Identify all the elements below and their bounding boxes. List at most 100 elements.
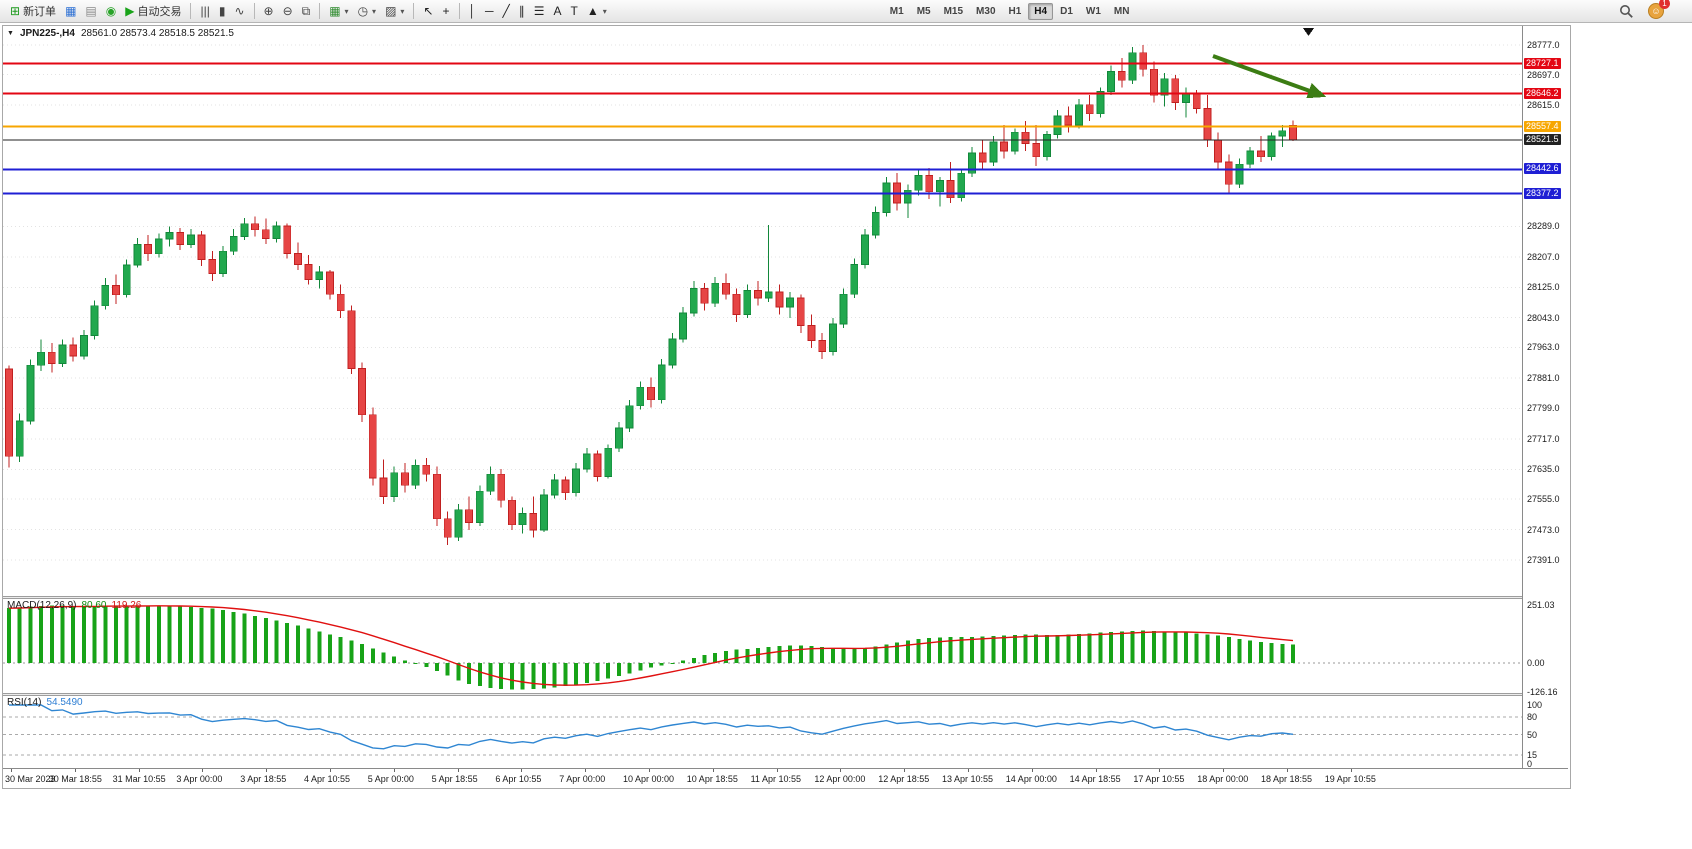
shapes-button[interactable]: ▲ ▾	[583, 1, 611, 22]
main-price-chart[interactable]	[3, 26, 1522, 596]
time-axis[interactable]: 30 Mar 2023 30 Mar 18:55 31 Mar 10:55 3 Apr…	[3, 768, 1568, 788]
trendline-button[interactable]: ╱	[499, 1, 514, 22]
channel-button[interactable]: ∥	[515, 1, 529, 22]
timeframe-button-m1[interactable]: M1	[889, 5, 904, 17]
macd-bar	[103, 605, 108, 664]
candle	[957, 169, 966, 202]
autotrading-icon: ▶	[125, 4, 135, 18]
macd-bar	[1055, 634, 1060, 664]
timeframe-button-h1[interactable]: H1	[1008, 5, 1022, 17]
symbol-header[interactable]: ▼ JPN225-,H4 28561.0 28573.4 28518.5 285…	[7, 28, 234, 39]
macd-panel[interactable]	[3, 599, 1522, 693]
time-tick	[649, 769, 650, 772]
timeframe-button-h4[interactable]: H4	[1028, 2, 1054, 20]
search-icon	[1620, 4, 1633, 18]
horizontal-line-button[interactable]: ─	[481, 1, 498, 22]
autotrading-button-label: 自动交易	[137, 6, 182, 18]
timeframe-button-w1[interactable]: W1	[1085, 5, 1101, 17]
candle	[229, 228, 238, 255]
macd-bar	[595, 663, 600, 682]
candle	[839, 288, 848, 328]
fibonacci-button[interactable]: ☰	[530, 1, 549, 22]
macd-histogram	[7, 605, 1295, 690]
text-button[interactable]: A	[550, 1, 566, 22]
vertical-line-button[interactable]: │	[465, 1, 481, 22]
candle	[978, 139, 987, 170]
time-label: 6 Apr 10:55	[495, 774, 542, 784]
tile-windows-button[interactable]: ⧉	[298, 1, 315, 22]
macd-bar	[895, 642, 900, 664]
zoom-in-button[interactable]: ⊕	[260, 1, 278, 22]
timeframe-button-d1[interactable]: D1	[1060, 5, 1073, 17]
candlestick-chart-button[interactable]: ▮	[215, 1, 230, 22]
macd-bar	[221, 610, 225, 664]
period-button[interactable]: ◷ ▾	[354, 1, 381, 22]
crosshair-button[interactable]: +	[438, 1, 453, 22]
price-line-label-28557.4: 28557.4	[1524, 120, 1561, 132]
timeframe-button-mn[interactable]: MN	[1113, 5, 1130, 17]
search-button[interactable]	[1619, 4, 1634, 19]
line-chart-button[interactable]: ∿	[230, 1, 248, 22]
bar-chart-button[interactable]: |||	[196, 1, 213, 22]
candle	[722, 273, 730, 300]
autotrading-button[interactable]: ▶ 自动交易	[121, 1, 185, 22]
profiles-button[interactable]: ▤	[81, 1, 100, 22]
time-tick	[457, 769, 459, 772]
notifications-button[interactable]: ☺ 1	[1648, 0, 1670, 19]
time-label: 19 Apr 10:55	[1324, 774, 1376, 784]
symbol-ohlc: 28561.0 28573.4 28518.5 28521.5	[80, 28, 234, 39]
templates-button[interactable]: ▨ ▾	[381, 1, 408, 22]
macd-bar	[60, 605, 65, 664]
candle	[326, 269, 334, 300]
time-tick	[1095, 769, 1097, 772]
community-button[interactable]: ◉	[102, 1, 120, 22]
timeframe-button-m15[interactable]: M15	[943, 5, 964, 17]
candle	[1053, 110, 1062, 139]
macd-bar	[798, 645, 803, 664]
candle	[5, 365, 13, 468]
macd-bar	[948, 637, 953, 664]
macd-bar	[788, 645, 793, 664]
panel-divider[interactable]	[3, 693, 1568, 696]
new-order-button[interactable]: ⊞ 新订单	[6, 1, 60, 22]
price-tick: 27717.0	[1527, 433, 1560, 444]
macd-bar	[916, 639, 921, 664]
candle	[1289, 120, 1297, 142]
candle	[176, 227, 185, 251]
candle	[1235, 158, 1244, 189]
time-label: 7 Apr 00:00	[559, 774, 606, 784]
candle	[47, 342, 56, 373]
candle	[861, 228, 869, 269]
candle	[101, 277, 110, 310]
candle	[1000, 124, 1008, 159]
symbol-menu-arrow[interactable]: ▼	[7, 30, 14, 37]
macd-bar	[563, 663, 568, 687]
candle	[518, 507, 527, 534]
panel-divider[interactable]	[3, 596, 1568, 599]
candle	[818, 332, 827, 359]
trendline-icon: ╱	[502, 4, 510, 18]
macd-bar	[1216, 635, 1221, 664]
timeframe-button-m30[interactable]: M30	[976, 5, 996, 17]
label-button[interactable]: T	[567, 1, 582, 22]
chart-shift-marker[interactable]	[1303, 28, 1314, 36]
candles	[5, 45, 1297, 545]
candle	[208, 251, 217, 281]
new-chart-button[interactable]: ▦ ▾	[325, 1, 352, 22]
new-order-icon: ⊞	[10, 4, 21, 18]
time-label: 3 Apr 00:00	[176, 774, 223, 784]
cursor-button[interactable]: ↖	[419, 1, 437, 22]
candle	[775, 284, 784, 315]
zoom-out-button[interactable]: ⊖	[279, 1, 297, 22]
macd-bar	[574, 663, 579, 685]
price-axis[interactable]: 28777.0 28697.0 28615.0 28289.0 28207.0 28125…	[1522, 26, 1569, 769]
charts-window-button[interactable]: ▦	[61, 1, 80, 22]
candle	[561, 476, 570, 501]
macd-main-value: 80.60	[81, 600, 107, 611]
macd-bar	[349, 640, 354, 664]
macd-bar	[274, 620, 279, 664]
timeframe-button-m5[interactable]: M5	[916, 5, 931, 17]
chart-window: ▼ JPN225-,H4 28561.0 28573.4 28518.5 285…	[2, 25, 1571, 789]
rsi-panel[interactable]	[3, 696, 1522, 768]
trend-arrow-annotation[interactable]	[1212, 54, 1327, 99]
